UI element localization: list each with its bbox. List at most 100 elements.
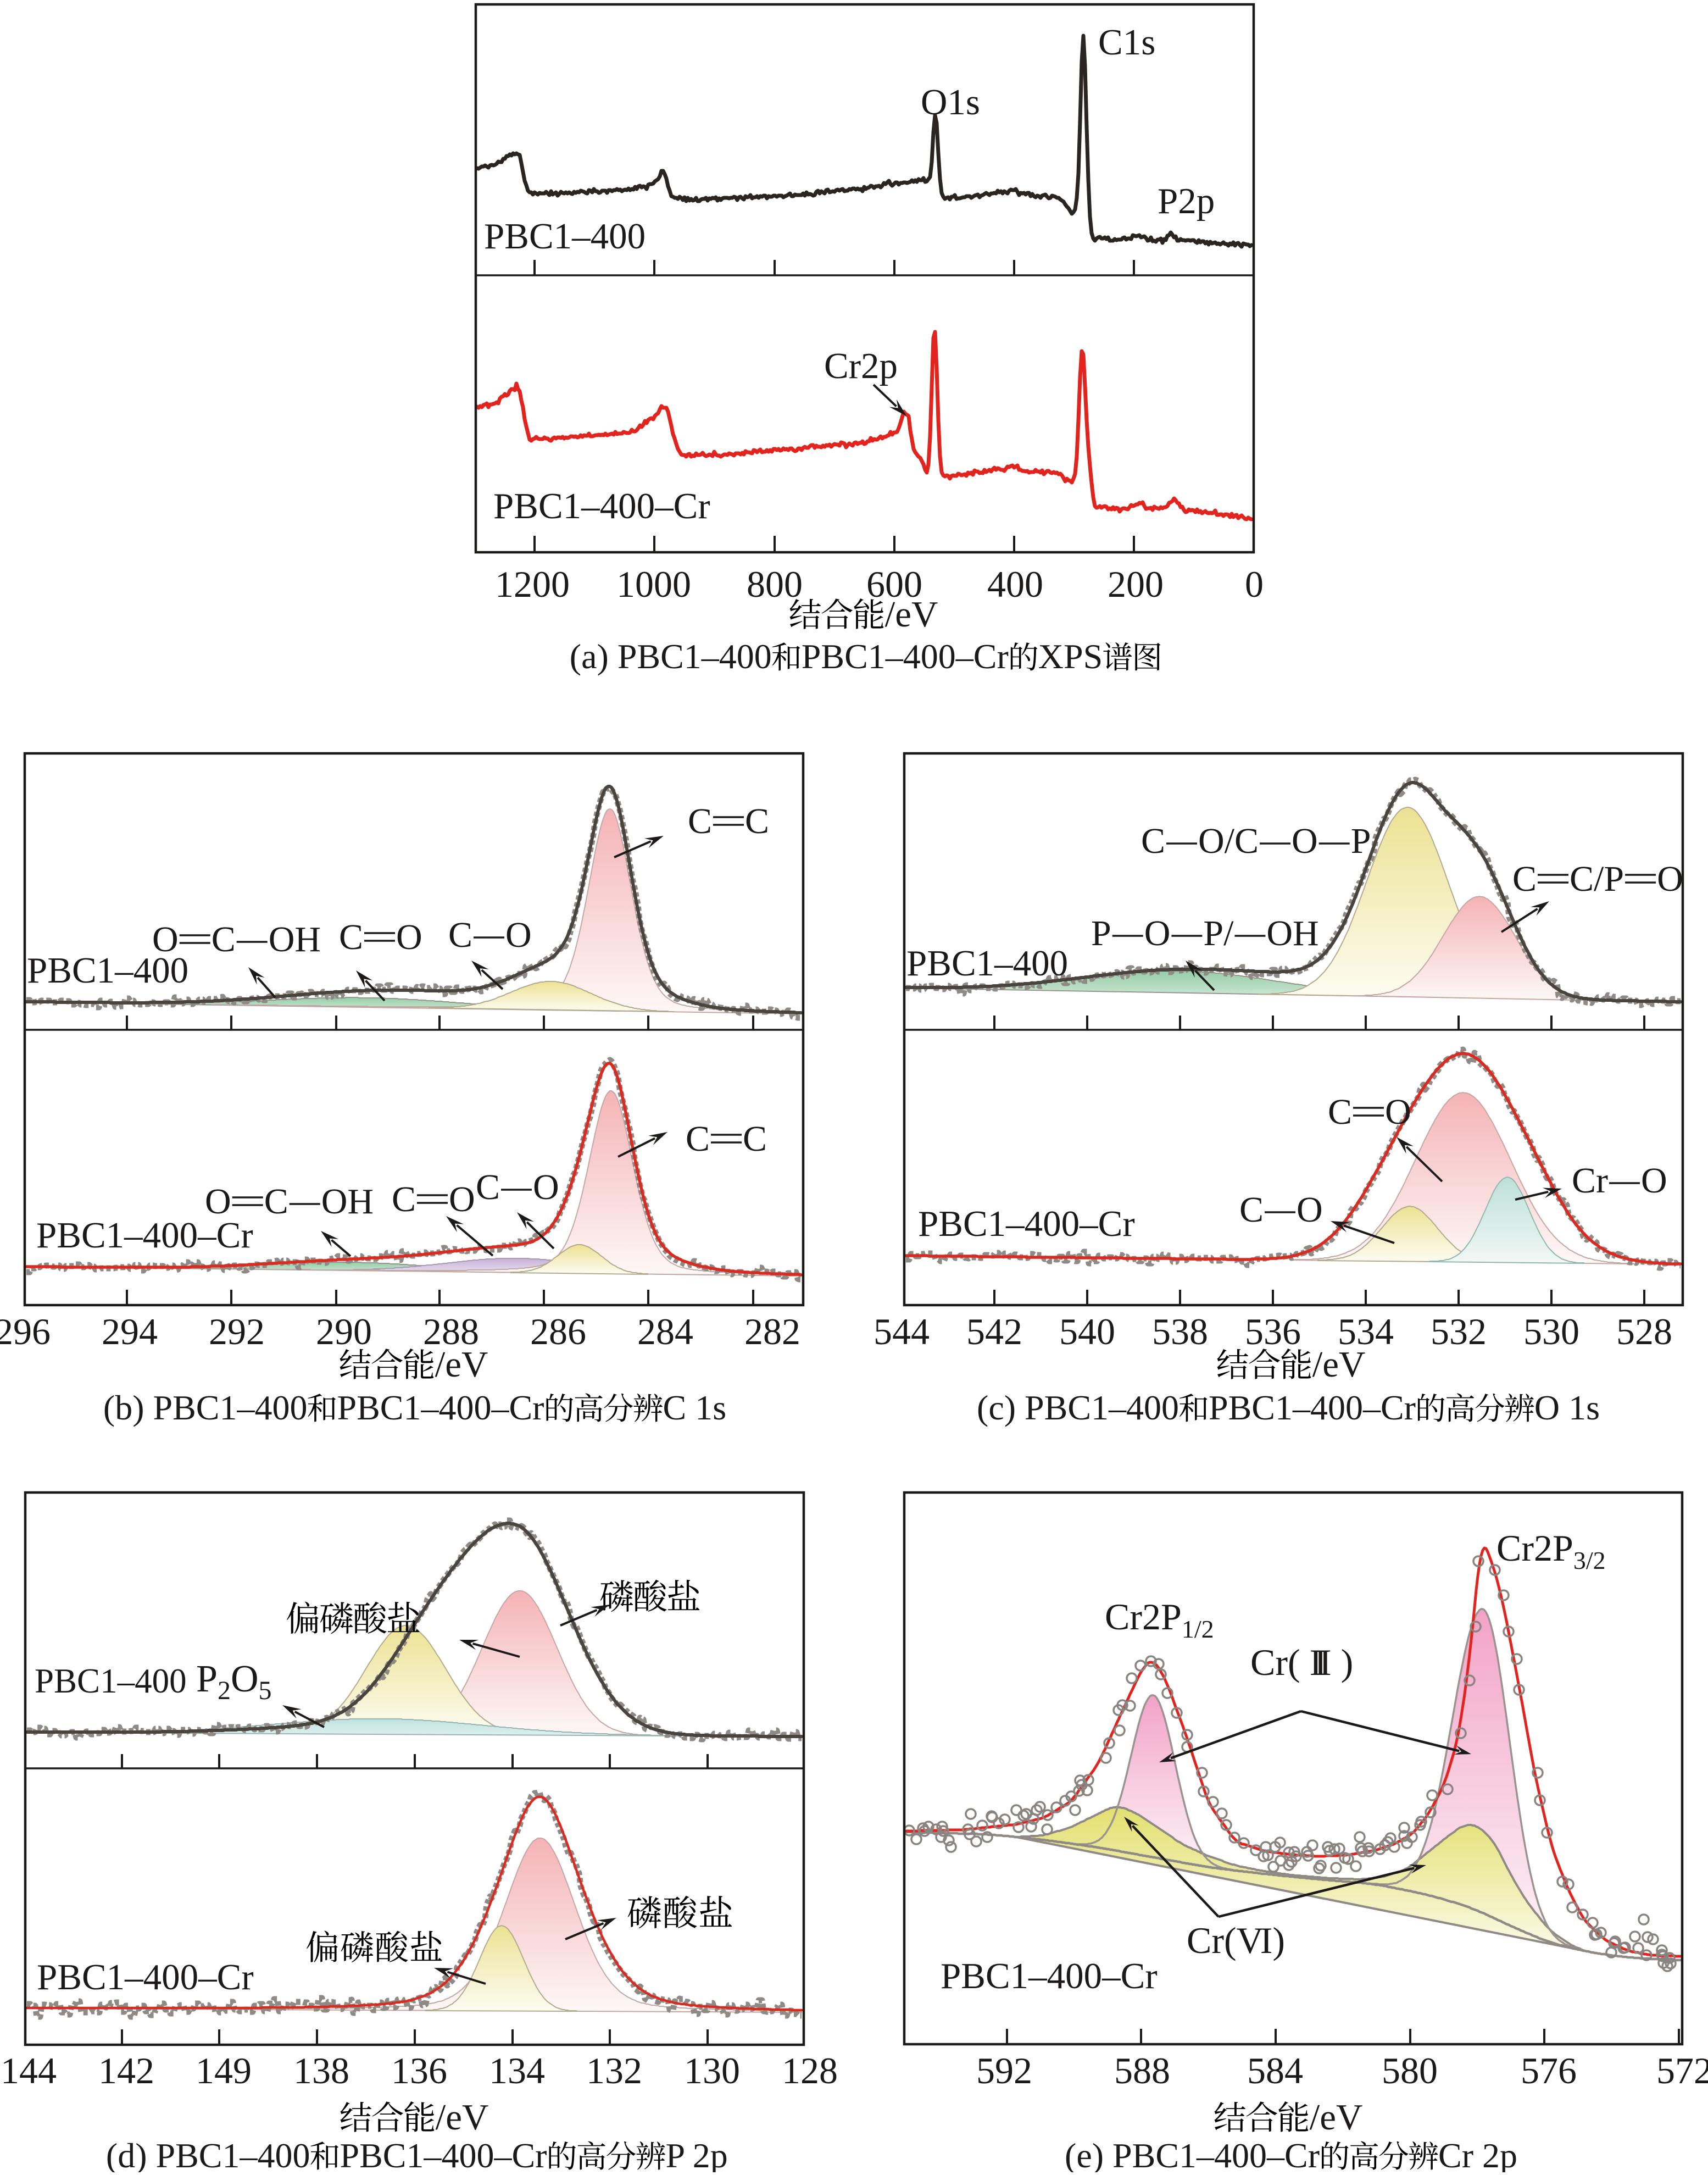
svg-text:Cr 2p: Cr 2p bbox=[1438, 2136, 1517, 2172]
svg-text:/eV: /eV bbox=[436, 2097, 489, 2138]
svg-text:C: C bbox=[1239, 1190, 1264, 1230]
svg-text:PBC1–400: PBC1–400 bbox=[35, 1662, 187, 1700]
svg-text:P2p: P2p bbox=[1158, 181, 1215, 221]
svg-text:532: 532 bbox=[1431, 1311, 1487, 1352]
svg-text:/eV: /eV bbox=[1312, 1344, 1366, 1385]
svg-text:296: 296 bbox=[0, 1311, 51, 1352]
svg-text:572: 572 bbox=[1656, 2050, 1708, 2091]
svg-text:200: 200 bbox=[1108, 563, 1164, 605]
svg-text:538: 538 bbox=[1152, 1311, 1208, 1352]
svg-text:800: 800 bbox=[747, 563, 803, 605]
svg-text:Cr(VI): Cr(VI) bbox=[1187, 1919, 1285, 1961]
svg-text:292: 292 bbox=[209, 1311, 265, 1352]
svg-text:Cr2P1/2: Cr2P1/2 bbox=[1105, 1596, 1214, 1643]
svg-text:PBC1–400–Cr: PBC1–400–Cr bbox=[493, 486, 710, 526]
svg-text:O: O bbox=[533, 1167, 559, 1207]
svg-text:1000: 1000 bbox=[616, 563, 691, 605]
svg-text:PBC1–400: PBC1–400 bbox=[484, 216, 646, 257]
svg-text:284: 284 bbox=[637, 1311, 693, 1352]
svg-text:286: 286 bbox=[530, 1311, 586, 1352]
svg-text:C: C bbox=[339, 917, 363, 957]
svg-text:528: 528 bbox=[1616, 1311, 1672, 1352]
svg-text:O 1s: O 1s bbox=[1534, 1388, 1600, 1427]
svg-text:/eV: /eV bbox=[435, 1344, 488, 1385]
svg-text:544: 544 bbox=[874, 1311, 930, 1352]
svg-text:PBC1–400–Cr: PBC1–400–Cr bbox=[36, 1215, 253, 1256]
svg-text:(c) PBC1–400: (c) PBC1–400 bbox=[977, 1388, 1179, 1427]
svg-text:0: 0 bbox=[1245, 563, 1264, 605]
svg-text:C: C bbox=[448, 915, 472, 955]
svg-text:C: C bbox=[1328, 1092, 1352, 1132]
svg-text:580: 580 bbox=[1382, 2050, 1438, 2091]
svg-text:OH: OH bbox=[1266, 913, 1318, 953]
svg-text:149: 149 bbox=[196, 2050, 252, 2091]
svg-text:294: 294 bbox=[102, 1311, 158, 1352]
svg-text:C: C bbox=[686, 1119, 710, 1159]
svg-text:C: C bbox=[743, 1119, 767, 1159]
svg-text:PBC1–400–Cr: PBC1–400–Cr bbox=[1209, 1388, 1416, 1427]
svg-text:C: C bbox=[476, 1167, 500, 1207]
svg-text:O: O bbox=[396, 917, 422, 957]
svg-text:536: 536 bbox=[1245, 1311, 1301, 1352]
svg-text:C: C bbox=[1141, 821, 1165, 861]
svg-text:r: r bbox=[1596, 1161, 1608, 1201]
svg-text:142: 142 bbox=[98, 2050, 154, 2091]
svg-text:588: 588 bbox=[1114, 2050, 1170, 2091]
svg-text:O/C: O/C bbox=[1198, 821, 1259, 861]
svg-text:(b) PBC1–400: (b) PBC1–400 bbox=[103, 1388, 308, 1427]
svg-text:Cr2p: Cr2p bbox=[824, 346, 898, 386]
svg-text:O: O bbox=[1297, 1190, 1323, 1230]
svg-text:O: O bbox=[1385, 1092, 1411, 1132]
svg-text:P: P bbox=[1351, 821, 1371, 861]
svg-text:400: 400 bbox=[987, 563, 1043, 605]
svg-text:P: P bbox=[1091, 913, 1111, 953]
svg-text:O: O bbox=[1657, 859, 1683, 899]
svg-text:(d) PBC1–400: (d) PBC1–400 bbox=[106, 2136, 310, 2172]
svg-text:O: O bbox=[449, 1179, 475, 1219]
svg-text:OH: OH bbox=[269, 919, 321, 959]
svg-text:C: C bbox=[688, 801, 712, 841]
svg-text:132: 132 bbox=[586, 2050, 642, 2091]
svg-text:C: C bbox=[1572, 1161, 1596, 1201]
svg-text:530: 530 bbox=[1523, 1311, 1579, 1352]
svg-text:C/P: C/P bbox=[1570, 859, 1624, 899]
svg-text:584: 584 bbox=[1247, 2050, 1303, 2091]
svg-text:C: C bbox=[392, 1179, 416, 1219]
svg-text:Cr( III ): Cr( III ) bbox=[1250, 1641, 1353, 1683]
svg-text:600: 600 bbox=[866, 563, 922, 605]
svg-text:PBC1–400: PBC1–400 bbox=[906, 943, 1068, 984]
svg-text:540: 540 bbox=[1059, 1311, 1115, 1352]
svg-text:138: 138 bbox=[293, 2050, 349, 2091]
svg-text:C 1s: C 1s bbox=[663, 1388, 727, 1427]
svg-text:(a) PBC1–400: (a) PBC1–400 bbox=[570, 637, 772, 676]
svg-text:P 2p: P 2p bbox=[666, 2136, 728, 2172]
svg-text:134: 134 bbox=[489, 2050, 545, 2091]
svg-text:C: C bbox=[745, 801, 769, 841]
svg-text:282: 282 bbox=[744, 1311, 800, 1352]
svg-text:288: 288 bbox=[423, 1311, 479, 1352]
svg-text:136: 136 bbox=[391, 2050, 447, 2091]
svg-text:/eV: /eV bbox=[885, 594, 938, 635]
svg-text:PBC1–400–Cr: PBC1–400–Cr bbox=[802, 637, 1009, 676]
svg-text:576: 576 bbox=[1521, 2050, 1577, 2091]
svg-text:PBC1–400–Cr: PBC1–400–Cr bbox=[337, 1388, 544, 1427]
svg-text:144: 144 bbox=[1, 2050, 57, 2091]
svg-text:XPS: XPS bbox=[1038, 637, 1103, 676]
svg-text:O: O bbox=[505, 915, 532, 955]
svg-text:O: O bbox=[1641, 1161, 1667, 1201]
svg-text:O: O bbox=[1144, 913, 1171, 953]
svg-text:1200: 1200 bbox=[495, 563, 570, 605]
svg-text:592: 592 bbox=[976, 2050, 1032, 2091]
svg-text:290: 290 bbox=[316, 1311, 372, 1352]
svg-text:PBC1–400: PBC1–400 bbox=[27, 950, 188, 991]
svg-text:PBC1–400–Cr: PBC1–400–Cr bbox=[340, 2136, 547, 2172]
svg-text:C: C bbox=[1512, 859, 1537, 899]
svg-text:542: 542 bbox=[966, 1311, 1022, 1352]
svg-text:128: 128 bbox=[782, 2050, 838, 2091]
svg-text:C: C bbox=[264, 1181, 288, 1222]
svg-text:O: O bbox=[205, 1181, 231, 1222]
svg-text:OH: OH bbox=[321, 1181, 374, 1222]
svg-text:P/: P/ bbox=[1203, 913, 1234, 953]
svg-text:C: C bbox=[212, 919, 236, 959]
svg-text:O1s: O1s bbox=[921, 82, 980, 123]
